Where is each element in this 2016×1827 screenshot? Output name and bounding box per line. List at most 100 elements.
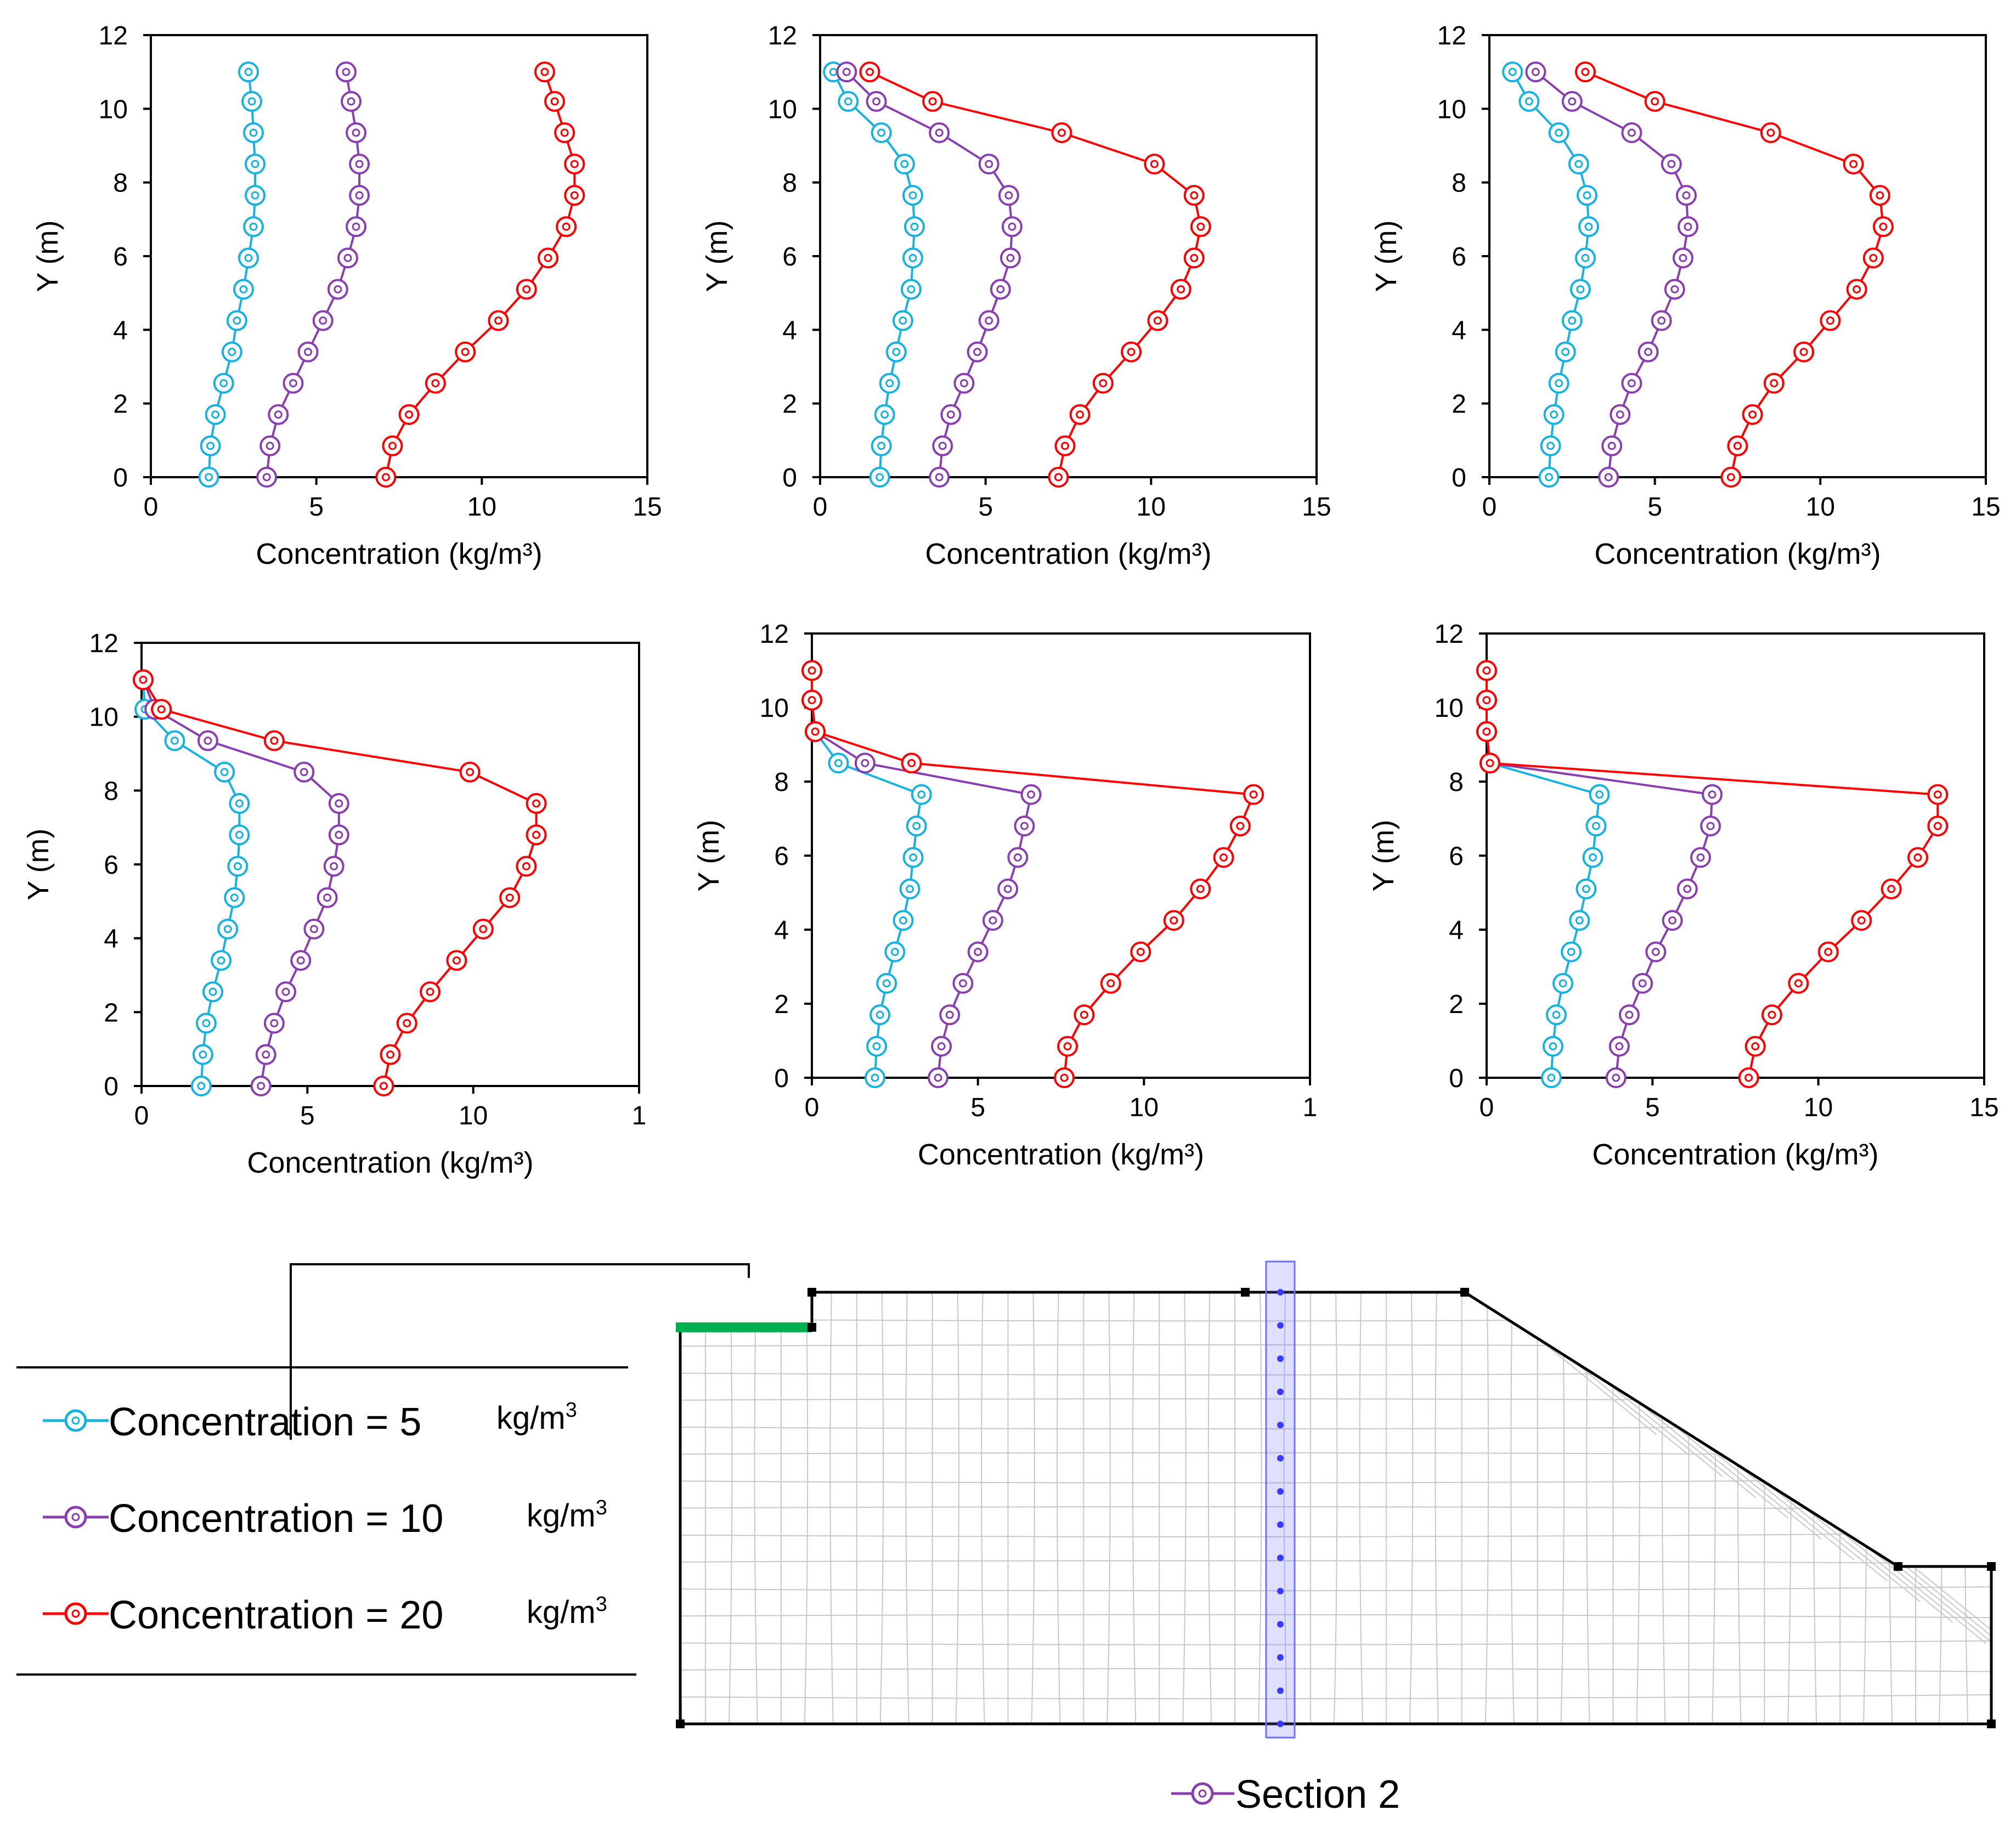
- data-point: [867, 92, 886, 111]
- mesh-line-diagonal: [1481, 1292, 1657, 1435]
- chart-panel-4: 0 5 10 1024681012Concentration (kg/m³)Y (m): [22, 629, 646, 1179]
- data-point: [903, 186, 922, 205]
- data-point: [1231, 817, 1250, 835]
- data-point: [342, 92, 360, 111]
- data-point: [1477, 691, 1496, 710]
- plot-frame: [820, 35, 1317, 477]
- mesh-line-vertical: [880, 1292, 883, 1724]
- x-tick-label: 10: [467, 493, 496, 522]
- mesh-line-diagonal: [1580, 1355, 1755, 1497]
- mesh-line-horizontal: [680, 1399, 1991, 1401]
- data-point: [912, 785, 931, 804]
- chart-panel-6: 0 5 10 15 0 2 4 6 8 10 12 Concentration (kg/m³) Y (m…: [1367, 620, 1999, 1171]
- chart-panel-1: 0 5 10 15024681012Concentration (kg/m³)Y (m…: [31, 21, 662, 570]
- section-node: [1277, 1554, 1284, 1561]
- y-tick-label: 4: [1449, 916, 1464, 945]
- mesh-line-diagonal: [1646, 1396, 1821, 1539]
- data-point: [1602, 437, 1621, 455]
- x-tick-label: 5: [300, 1101, 315, 1130]
- mesh-line-vertical: [1863, 1292, 1866, 1724]
- data-point: [383, 437, 402, 455]
- data-point: [1503, 63, 1522, 81]
- data-point: [304, 920, 323, 938]
- data-point: [1620, 1005, 1639, 1024]
- mesh-line-diagonal: [1810, 1501, 1986, 1643]
- series-line-1: [1487, 671, 1600, 1078]
- mesh-line-vertical: [1586, 1292, 1589, 1724]
- legend-unit-sup-5: 3: [566, 1399, 577, 1422]
- data-point: [930, 123, 948, 142]
- corner-node: [1987, 1719, 1996, 1728]
- data-point: [1520, 92, 1538, 111]
- data-point: [1908, 848, 1927, 867]
- mesh-line-vertical: [1360, 1292, 1363, 1724]
- data-point: [1055, 1068, 1074, 1087]
- data-point: [1191, 217, 1210, 236]
- y-axis-label: Y (m): [1370, 220, 1403, 292]
- y-tick-label: 0: [113, 463, 128, 493]
- x-tick-label: 15: [1969, 1093, 1998, 1122]
- data-point: [239, 248, 258, 267]
- y-tick-label: 12: [89, 629, 118, 658]
- legend-unit-sup-10: 3: [596, 1496, 607, 1519]
- data-point: [244, 123, 263, 142]
- data-point: [291, 951, 310, 970]
- x-tick-label: 15: [1971, 493, 2000, 522]
- data-point: [1052, 123, 1071, 142]
- corner-node: [1241, 1288, 1250, 1297]
- data-point: [1562, 943, 1580, 961]
- section-legend: Section 2: [1171, 1773, 1400, 1817]
- y-tick-label: 4: [1452, 316, 1466, 345]
- data-point: [1001, 248, 1020, 267]
- data-point: [1663, 911, 1682, 930]
- legend-unit-10: kg/m3: [527, 1496, 607, 1534]
- data-point: [1703, 785, 1721, 804]
- y-tick-label: 8: [104, 777, 118, 806]
- data-point: [980, 312, 998, 330]
- mesh-line-diagonal: [1777, 1480, 1953, 1622]
- mesh-line-horizontal: [680, 1479, 1991, 1483]
- data-point: [206, 405, 225, 424]
- data-point: [1244, 785, 1263, 804]
- data-point: [295, 763, 313, 782]
- mesh-line-horizontal: [680, 1587, 1991, 1591]
- mesh-line-vertical: [1107, 1292, 1110, 1724]
- data-point: [923, 92, 942, 111]
- mesh-line-vertical: [805, 1292, 807, 1724]
- data-point: [1541, 437, 1560, 455]
- data-point: [999, 186, 1018, 205]
- y-tick-label: 2: [1449, 990, 1464, 1019]
- y-axis-label: Y (m): [22, 829, 55, 901]
- data-point: [1746, 1037, 1765, 1056]
- data-point: [1022, 785, 1041, 804]
- data-point: [214, 374, 233, 393]
- data-point: [374, 1077, 393, 1095]
- series-line-2: [812, 671, 1031, 1078]
- data-point: [867, 1037, 886, 1056]
- data-point: [527, 825, 546, 844]
- data-point: [1008, 848, 1027, 867]
- legend-unit-5: kg/m3: [496, 1399, 577, 1436]
- y-tick-label: 12: [760, 620, 789, 649]
- data-point: [872, 123, 891, 142]
- data-point: [1563, 92, 1582, 111]
- data-point: [1819, 943, 1838, 961]
- data-point: [877, 974, 896, 993]
- y-tick-label: 2: [104, 998, 118, 1027]
- corner-node: [676, 1719, 685, 1728]
- data-point: [1610, 1037, 1629, 1056]
- corner-node: [1987, 1562, 1996, 1571]
- section-node: [1277, 1355, 1284, 1362]
- mesh-line-vertical: [1183, 1292, 1185, 1724]
- mesh-line-vertical: [1435, 1292, 1438, 1724]
- data-point: [1622, 374, 1641, 393]
- y-tick-label: 6: [113, 242, 128, 271]
- data-point: [1874, 217, 1893, 236]
- data-point: [1607, 1068, 1625, 1087]
- data-point: [969, 943, 987, 961]
- data-point: [1185, 186, 1204, 205]
- data-point: [246, 155, 264, 173]
- y-tick-label: 12: [768, 21, 797, 50]
- section-node: [1277, 1488, 1284, 1495]
- legend-label-20: Concentration = 20: [109, 1593, 443, 1637]
